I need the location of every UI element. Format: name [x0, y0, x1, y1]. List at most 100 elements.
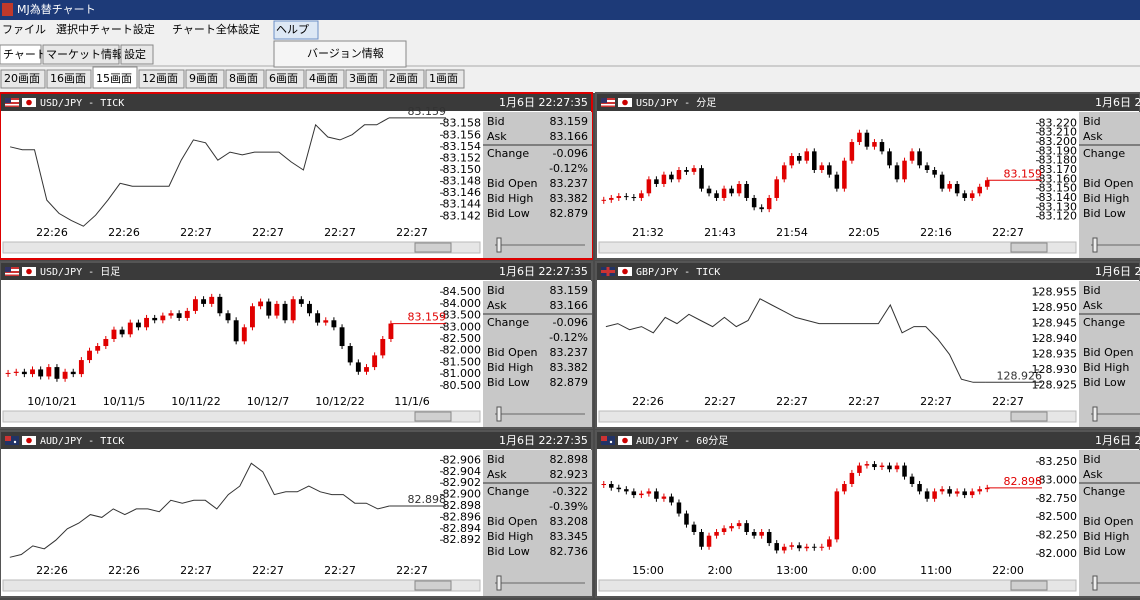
- candle: [684, 170, 689, 172]
- candle: [290, 299, 296, 321]
- tab[interactable]: [0, 44, 42, 65]
- scrollbar-thumb[interactable]: [1010, 242, 1048, 253]
- scrollbar: [598, 579, 1077, 592]
- info-value: 83.166: [550, 299, 589, 312]
- screen-button[interactable]: [185, 69, 225, 89]
- candle: [924, 491, 930, 499]
- candle: [691, 168, 697, 172]
- candle: [924, 165, 930, 170]
- screen-button[interactable]: [305, 69, 345, 89]
- candle: [152, 317, 158, 321]
- scrollbar-thumb[interactable]: [1010, 411, 1048, 422]
- y-tick-label: 82.906: [443, 453, 482, 466]
- dropdown-item[interactable]: バージョン情報: [307, 47, 384, 60]
- screen-button[interactable]: [225, 69, 265, 89]
- slider-thumb[interactable]: [1092, 575, 1098, 591]
- candle: [184, 310, 190, 318]
- slider-thumb[interactable]: [496, 406, 502, 422]
- slider-thumb[interactable]: [1092, 406, 1098, 422]
- candle: [872, 464, 877, 468]
- scrollbar-thumb[interactable]: [414, 411, 452, 422]
- x-tick-label: 22:27: [396, 564, 428, 577]
- y-tick-label: 83.146: [443, 186, 482, 199]
- flag: [5, 436, 11, 441]
- flag: [622, 437, 628, 444]
- candle: [797, 156, 802, 161]
- y-tick-label: 82.894: [443, 522, 482, 535]
- y-tick-label: 128.950: [1032, 301, 1078, 314]
- tab[interactable]: [42, 44, 120, 65]
- info-label: Bid Low: [1083, 207, 1126, 220]
- screen-button[interactable]: [138, 69, 185, 89]
- x-tick-label: 22:27: [704, 395, 736, 408]
- x-tick-label: 22:27: [252, 226, 284, 239]
- x-tick-label: 22:26: [36, 564, 68, 577]
- info-value: 83.345: [550, 530, 589, 543]
- y-tick-label: 82.750: [1039, 492, 1078, 505]
- candle: [729, 188, 734, 194]
- slider-thumb[interactable]: [1092, 237, 1098, 253]
- menu-item[interactable]: ファイル: [2, 23, 46, 36]
- flag: [5, 98, 11, 103]
- candle: [759, 207, 764, 210]
- y-tick-label: 81.000: [443, 367, 482, 380]
- screen-button[interactable]: [345, 69, 385, 89]
- candle: [160, 315, 166, 321]
- last-price-label: 82.898: [408, 493, 447, 506]
- candle: [939, 174, 945, 189]
- info-value: 83.208: [550, 515, 589, 528]
- slider-thumb[interactable]: [496, 237, 502, 253]
- menu-item[interactable]: チャート全体設定: [172, 22, 260, 36]
- y-tick-label: 83.156: [443, 128, 482, 141]
- panel[interactable]: [595, 92, 1140, 260]
- panel[interactable]: [595, 261, 1140, 429]
- candle: [388, 323, 394, 339]
- candle: [714, 193, 719, 198]
- info-value: 83.159: [550, 115, 589, 128]
- menu-item[interactable]: ヘルプ: [276, 23, 309, 36]
- candle: [962, 491, 967, 496]
- candle: [744, 183, 749, 198]
- screen-button[interactable]: [92, 66, 138, 89]
- candle: [323, 320, 329, 323]
- candle: [887, 151, 892, 166]
- tab[interactable]: [120, 44, 154, 65]
- y-tick-label: 82.000: [1039, 547, 1078, 560]
- info-label: Bid Open: [487, 177, 537, 190]
- candle: [909, 476, 915, 485]
- candle: [646, 491, 652, 494]
- panel-datetime: 1月6日 22:27:35: [499, 434, 588, 447]
- panel-header: [1, 432, 591, 449]
- slider-thumb[interactable]: [496, 575, 502, 591]
- candle: [984, 180, 990, 187]
- scrollbar-thumb[interactable]: [1010, 580, 1048, 591]
- candle: [646, 179, 652, 194]
- candle: [616, 196, 622, 198]
- screen-button-label: 15画面: [96, 72, 132, 85]
- screen-button[interactable]: [0, 69, 46, 89]
- screen-button[interactable]: [425, 69, 465, 89]
- candle: [932, 170, 937, 175]
- candle: [947, 489, 952, 494]
- info-value: -0.322: [553, 485, 588, 498]
- candle: [78, 360, 84, 375]
- x-tick-label: 10/12/7: [247, 395, 289, 408]
- info-value: 82.879: [550, 207, 589, 220]
- panel-header: [1, 94, 591, 111]
- candle: [736, 183, 742, 194]
- menu-item[interactable]: 選択中チャート設定: [56, 22, 155, 36]
- info-label: Bid High: [487, 530, 533, 543]
- candle: [639, 193, 644, 198]
- screen-button[interactable]: [46, 69, 92, 89]
- flag: [601, 436, 615, 445]
- screen-button[interactable]: [265, 69, 305, 89]
- scrollbar-thumb[interactable]: [414, 580, 452, 591]
- screen-button-label: 20画面: [4, 72, 40, 85]
- screen-button[interactable]: [385, 69, 425, 89]
- info-value: 83.237: [550, 346, 589, 359]
- flag: [601, 100, 615, 102]
- info-value: 83.382: [550, 361, 589, 374]
- scrollbar-thumb[interactable]: [414, 242, 452, 253]
- candle: [62, 371, 68, 379]
- x-tick-label: 22:27: [324, 226, 356, 239]
